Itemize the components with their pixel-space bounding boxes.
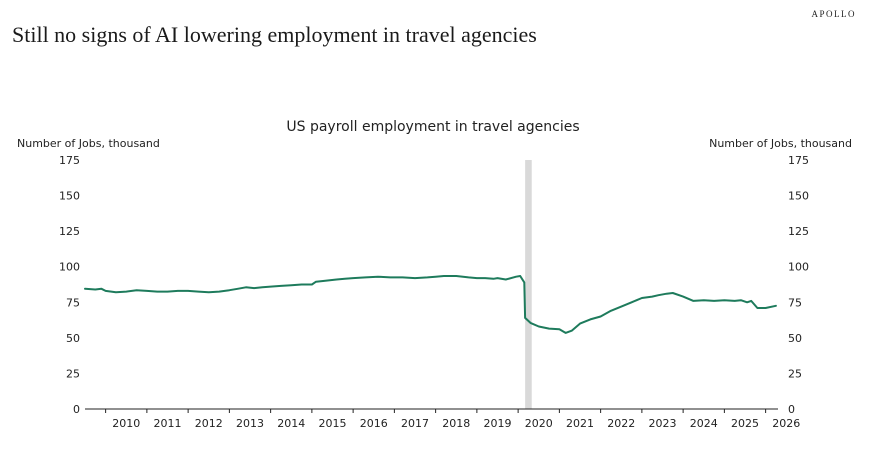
y-axis-label-left: Number of Jobs, thousand	[17, 137, 160, 150]
y-tick-left-label: 25	[66, 367, 80, 380]
y-tick-left-label: 100	[59, 261, 80, 274]
y-tick-right-label: 150	[788, 190, 809, 203]
y-tick-right-label: 25	[788, 367, 802, 380]
recession-shading	[525, 160, 532, 409]
y-tick-left-label: 125	[59, 225, 80, 238]
x-tick-label: 2018	[442, 417, 470, 430]
employment-series-line	[84, 275, 777, 334]
x-tick-label: 2016	[360, 417, 388, 430]
x-tick-label: 2010	[112, 417, 140, 430]
y-tick-left-label: 75	[66, 296, 80, 309]
y-tick-right-label: 125	[788, 225, 809, 238]
x-tick-label: 2013	[236, 417, 264, 430]
y-tick-right-label: 50	[788, 332, 802, 345]
y-tick-right-label: 0	[788, 403, 795, 416]
x-tick-label: 2023	[649, 417, 677, 430]
x-tick-label: 2025	[731, 417, 759, 430]
x-tick-label: 2021	[566, 417, 594, 430]
y-tick-right-label: 175	[788, 154, 809, 167]
y-tick-right-label: 100	[788, 261, 809, 274]
x-tick-label: 2015	[319, 417, 347, 430]
x-tick-label: 2012	[195, 417, 223, 430]
y-tick-left-label: 175	[59, 154, 80, 167]
x-tick-label: 2019	[484, 417, 512, 430]
x-tick-label: 2014	[277, 417, 305, 430]
y-axis-label-right: Number of Jobs, thousand	[709, 137, 852, 150]
x-tick-label: 2020	[525, 417, 553, 430]
x-tick-label: 2026	[772, 417, 800, 430]
y-tick-left-label: 150	[59, 190, 80, 203]
y-tick-right-label: 75	[788, 296, 802, 309]
x-tick-label: 2017	[401, 417, 429, 430]
x-tick-label: 2024	[690, 417, 718, 430]
x-tick-label: 2011	[154, 417, 182, 430]
brand-logo: APOLLO	[811, 9, 856, 19]
y-tick-left-label: 50	[66, 332, 80, 345]
chart-title: US payroll employment in travel agencies	[286, 119, 579, 135]
y-tick-left-label: 0	[73, 403, 80, 416]
page-headline: Still no signs of AI lowering employment…	[12, 22, 537, 47]
x-tick-label: 2022	[607, 417, 635, 430]
